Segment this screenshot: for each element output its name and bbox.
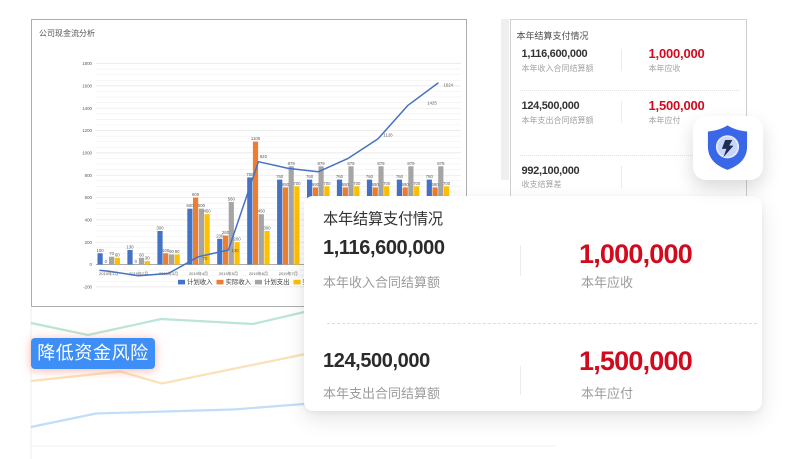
svg-text:300: 300 bbox=[156, 226, 164, 231]
svg-text:879: 879 bbox=[407, 161, 415, 166]
svg-text:0: 0 bbox=[105, 259, 108, 264]
svg-text:690: 690 bbox=[282, 182, 290, 187]
svg-text:800: 800 bbox=[85, 173, 93, 178]
svg-text:760: 760 bbox=[276, 174, 284, 179]
svg-text:60: 60 bbox=[139, 252, 144, 257]
svg-text:1425: 1425 bbox=[427, 101, 437, 106]
svg-text:2019年5月: 2019年5月 bbox=[219, 270, 238, 276]
svg-text:700: 700 bbox=[443, 181, 451, 186]
svg-text:760: 760 bbox=[426, 174, 434, 179]
svg-text:0: 0 bbox=[135, 259, 138, 264]
svg-text:60: 60 bbox=[115, 252, 120, 257]
svg-text:700: 700 bbox=[383, 181, 391, 186]
svg-text:1126: 1126 bbox=[383, 133, 393, 138]
svg-text:1100: 1100 bbox=[251, 136, 261, 141]
svg-text:230: 230 bbox=[216, 233, 224, 238]
svg-text:-200: -200 bbox=[83, 285, 92, 290]
svg-text:780: 780 bbox=[246, 172, 254, 177]
svg-text:实际收入: 实际收入 bbox=[226, 277, 252, 286]
svg-text:690: 690 bbox=[372, 182, 380, 187]
svg-text:879: 879 bbox=[347, 161, 355, 166]
svg-text:560: 560 bbox=[228, 196, 236, 201]
svg-text:300: 300 bbox=[263, 226, 271, 231]
svg-text:0: 0 bbox=[90, 262, 93, 267]
svg-text:2019年1月: 2019年1月 bbox=[99, 270, 118, 276]
svg-text:30: 30 bbox=[145, 256, 150, 261]
svg-text:920: 920 bbox=[260, 154, 268, 159]
svg-text:130: 130 bbox=[126, 245, 134, 250]
svg-text:1400: 1400 bbox=[82, 106, 92, 111]
svg-text:200: 200 bbox=[85, 240, 93, 245]
svg-text:690: 690 bbox=[402, 182, 410, 187]
svg-text:1800: 1800 bbox=[82, 61, 92, 66]
svg-text:879: 879 bbox=[318, 161, 326, 166]
svg-text:600: 600 bbox=[192, 192, 200, 197]
svg-text:计划收入: 计划收入 bbox=[187, 277, 213, 286]
svg-text:2019年4月: 2019年4月 bbox=[189, 270, 208, 276]
svg-text:2019年2月: 2019年2月 bbox=[129, 270, 148, 276]
svg-text:1200: 1200 bbox=[82, 128, 92, 133]
svg-text:700: 700 bbox=[323, 181, 331, 186]
svg-text:879: 879 bbox=[377, 161, 385, 166]
svg-text:760: 760 bbox=[366, 174, 374, 179]
svg-text:690: 690 bbox=[342, 182, 350, 187]
svg-text:600: 600 bbox=[85, 195, 93, 200]
svg-text:700: 700 bbox=[413, 181, 421, 186]
svg-text:1000: 1000 bbox=[82, 151, 92, 156]
svg-text:计划支出: 计划支出 bbox=[264, 277, 290, 286]
svg-text:879: 879 bbox=[437, 161, 445, 166]
svg-text:700: 700 bbox=[293, 181, 301, 186]
svg-text:690: 690 bbox=[432, 182, 440, 187]
svg-text:760: 760 bbox=[396, 174, 404, 179]
svg-text:100: 100 bbox=[162, 248, 170, 253]
svg-text:500: 500 bbox=[186, 203, 194, 208]
svg-text:260: 260 bbox=[222, 230, 230, 235]
svg-text:90: 90 bbox=[169, 249, 174, 254]
svg-text:760: 760 bbox=[336, 174, 344, 179]
svg-text:200: 200 bbox=[234, 237, 242, 242]
svg-text:70: 70 bbox=[109, 251, 114, 256]
svg-text:90: 90 bbox=[175, 249, 180, 254]
svg-text:450: 450 bbox=[204, 209, 212, 214]
svg-text:2019年6月: 2019年6月 bbox=[249, 270, 268, 276]
svg-text:2019年7月: 2019年7月 bbox=[279, 270, 298, 276]
svg-text:879: 879 bbox=[288, 161, 296, 166]
svg-text:760: 760 bbox=[306, 174, 314, 179]
svg-text:450: 450 bbox=[258, 209, 266, 214]
svg-text:1624: 1624 bbox=[444, 83, 454, 88]
svg-text:400: 400 bbox=[85, 218, 93, 223]
svg-text:100: 100 bbox=[97, 248, 105, 253]
svg-text:130: 130 bbox=[232, 248, 240, 253]
svg-text:690: 690 bbox=[312, 182, 320, 187]
svg-text:1600: 1600 bbox=[82, 83, 92, 88]
svg-text:500: 500 bbox=[198, 203, 206, 208]
svg-text:70: 70 bbox=[203, 256, 208, 261]
svg-text:700: 700 bbox=[353, 181, 361, 186]
